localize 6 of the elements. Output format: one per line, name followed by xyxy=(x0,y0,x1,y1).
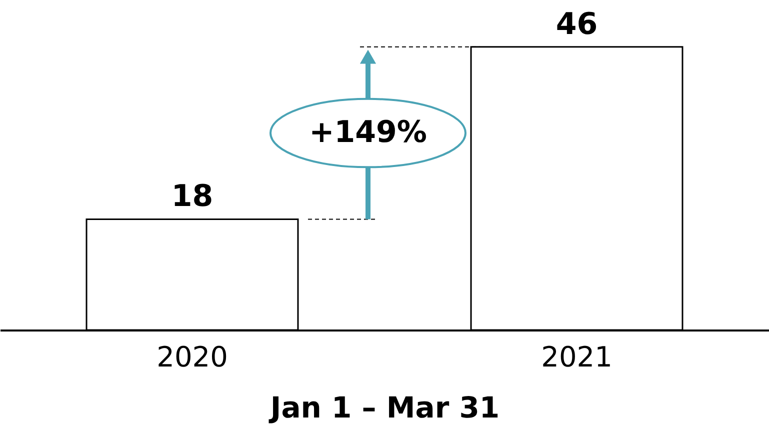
x-tick-label: 2021 xyxy=(541,340,612,374)
x-tick-label: 2020 xyxy=(156,340,228,374)
data-label: 18 xyxy=(171,179,214,214)
x-axis-title: Jan 1 – Mar 31 xyxy=(268,390,500,424)
data-label: 46 xyxy=(556,6,598,42)
annotation: +149% xyxy=(309,115,427,150)
